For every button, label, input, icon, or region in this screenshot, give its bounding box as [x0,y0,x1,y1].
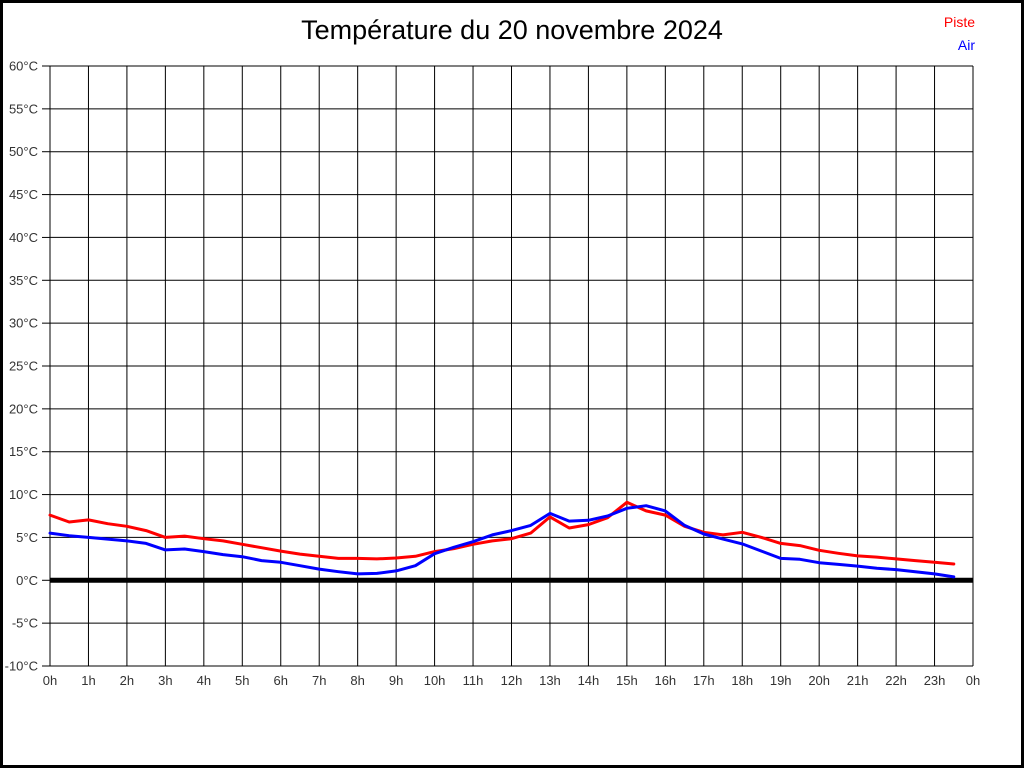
y-axis-labels: -10°C -5°C 0°C 5°C 10°C 15°C 20°C 25°C 30°C 35°C 4… [5,59,38,674]
y-tick-label: 55°C [9,101,38,116]
x-tick-label: 23h [924,673,946,688]
x-tick-label: 4h [197,673,211,688]
x-tick-label: 0h [43,673,57,688]
x-tick-label: 1h [81,673,95,688]
x-tick-label: 16h [654,673,676,688]
x-tick-label: 20h [808,673,830,688]
x-tick-label: 12h [501,673,523,688]
x-tick-label: 6h [274,673,288,688]
grid [42,65,974,667]
legend-item-air: Air [957,37,975,53]
y-tick-label: 30°C [9,316,38,331]
chart-title: Température du 20 novembre 2024 [301,15,723,45]
x-tick-label: 7h [312,673,326,688]
legend-item-piste: Piste [943,14,975,30]
chart-legend: Piste Air [944,11,975,57]
series-air-line [48,504,956,579]
x-tick-label: 22h [885,673,907,688]
x-tick-label: 2h [120,673,134,688]
y-tick-label: 0°C [16,573,38,588]
x-tick-label: 9h [389,673,403,688]
y-tick-label: -5°C [12,616,38,631]
x-tick-label: 15h [616,673,638,688]
series-piste-line [48,500,956,566]
x-axis-labels: 0h 1h 2h 3h 4h 5h 6h 7h 8h 9h 10h 11h 12h 13h 14h 15h 16… [43,673,980,688]
x-tick-label: 13h [539,673,561,688]
y-tick-label: 35°C [9,273,38,288]
x-tick-label: 8h [350,673,364,688]
x-tick-label: 21h [847,673,869,688]
y-tick-label: 60°C [9,59,38,74]
y-tick-label: 50°C [9,144,38,159]
y-tick-label: 5°C [16,530,38,545]
y-tick-label: -10°C [5,659,38,674]
y-tick-label: 20°C [9,401,38,416]
x-tick-label: 14h [578,673,600,688]
x-tick-label: 18h [731,673,753,688]
x-tick-label: 17h [693,673,715,688]
x-tick-label: 3h [158,673,172,688]
y-tick-label: 10°C [9,487,38,502]
x-tick-label: 5h [235,673,249,688]
x-tick-label: 11h [463,673,484,688]
y-tick-label: 15°C [9,444,38,459]
y-tick-label: 40°C [9,230,38,245]
y-tick-label: 45°C [9,187,38,202]
x-tick-label: 0h [966,673,980,688]
x-tick-label: 10h [424,673,446,688]
x-tick-label: 19h [770,673,792,688]
y-tick-label: 25°C [9,359,38,374]
